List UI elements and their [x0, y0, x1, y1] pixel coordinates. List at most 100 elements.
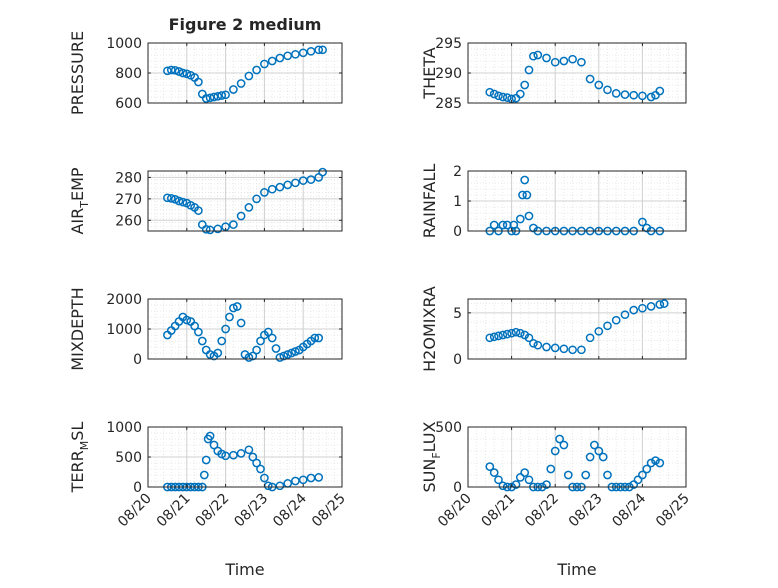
- data-point: [199, 470, 209, 480]
- subplot-6: 0 5 H2OMIXRA: [420, 286, 687, 372]
- y-tick-label: 260: [115, 213, 142, 229]
- data-point: [498, 92, 508, 102]
- data-point: [229, 450, 238, 460]
- plot-area: [468, 299, 686, 359]
- data-point: [498, 481, 508, 491]
- data-point: [594, 326, 604, 336]
- data-point: [577, 345, 586, 355]
- data-point: [638, 217, 647, 227]
- data-point: [275, 353, 285, 362]
- data-point: [585, 333, 595, 343]
- data-point: [318, 45, 327, 55]
- data-point: [174, 67, 184, 76]
- y-axis-title: MIXDEPTH: [68, 287, 87, 370]
- data-point: [194, 77, 203, 87]
- data-point: [170, 65, 180, 75]
- data-point: [559, 56, 569, 66]
- data-point: [283, 51, 293, 61]
- data-point: [502, 93, 512, 102]
- data-point: [542, 342, 551, 352]
- series-points: [163, 167, 327, 235]
- data-point: [485, 462, 495, 471]
- x-tick-label: 08/23: [566, 491, 606, 531]
- data-point: [494, 91, 503, 101]
- y-tick-label: 0: [133, 480, 142, 496]
- subplot-4: 0 1 2 RAINFALL: [420, 164, 687, 240]
- data-point: [209, 92, 219, 102]
- y-tick-label: 1000: [106, 36, 142, 52]
- data-point: [520, 175, 530, 185]
- data-point: [603, 321, 612, 331]
- data-point: [511, 480, 521, 489]
- data-point: [306, 175, 316, 184]
- data-point: [655, 458, 665, 468]
- data-point: [163, 193, 172, 203]
- data-point: [577, 57, 586, 67]
- data-point: [217, 336, 227, 346]
- data-point: [646, 302, 656, 311]
- data-point: [515, 328, 525, 338]
- data-point: [550, 57, 560, 67]
- data-point: [524, 211, 534, 221]
- data-point: [555, 434, 564, 444]
- y-axis-title: RAINFALL: [420, 164, 439, 239]
- y-axis-title: AIRTEMP: [68, 167, 91, 234]
- data-point: [529, 338, 538, 348]
- data-point: [507, 328, 516, 338]
- data-point: [629, 90, 639, 100]
- data-point: [598, 452, 608, 462]
- subplot-7: 0 500 1000 TERRMSL 08/2008/2108/2208/2308/24…: [68, 420, 349, 579]
- data-point: [232, 302, 242, 311]
- x-axis-title: Time: [556, 560, 596, 579]
- y-tick-label: 0: [453, 352, 462, 368]
- data-point: [256, 336, 265, 346]
- tick-marks: [467, 299, 687, 360]
- data-point: [563, 470, 573, 480]
- axes-box: [467, 426, 687, 488]
- data-point: [489, 220, 499, 230]
- data-point: [291, 49, 300, 59]
- data-point: [655, 86, 665, 96]
- data-point: [594, 446, 604, 456]
- data-point: [581, 470, 591, 480]
- data-point: [646, 92, 656, 102]
- y-tick-label: 500: [435, 420, 462, 436]
- data-point: [236, 449, 246, 458]
- x-tick-label: 08/24: [609, 490, 649, 530]
- y-tick-label: 800: [115, 66, 142, 82]
- data-point: [248, 452, 258, 462]
- y-tick-label: 285: [435, 96, 462, 112]
- y-tick-label: 0: [453, 480, 462, 496]
- data-point: [568, 54, 577, 64]
- data-point: [629, 305, 639, 315]
- series-points: [163, 45, 327, 103]
- series-points: [163, 302, 324, 362]
- chart-title: Figure 2 medium: [169, 15, 322, 34]
- data-point: [642, 464, 652, 474]
- data-point: [611, 89, 621, 98]
- data-point: [306, 46, 316, 56]
- data-point: [638, 303, 647, 313]
- y-tick-label: 270: [115, 192, 142, 208]
- data-point: [502, 329, 512, 339]
- data-point: [611, 315, 621, 325]
- data-point: [533, 340, 543, 350]
- y-axis-title: SUNFLUX: [420, 421, 443, 492]
- data-point: [178, 197, 188, 207]
- data-point: [275, 182, 285, 192]
- data-point: [267, 56, 277, 66]
- data-point: [489, 89, 499, 99]
- data-point: [236, 79, 246, 88]
- data-point: [252, 65, 261, 75]
- data-point: [213, 224, 223, 234]
- y-tick-label: 5: [453, 306, 462, 322]
- data-point: [256, 464, 265, 474]
- data-point: [594, 80, 604, 90]
- data-point: [489, 332, 499, 342]
- tick-marks: [147, 171, 343, 231]
- data-point: [559, 440, 569, 450]
- series-points: [485, 434, 665, 492]
